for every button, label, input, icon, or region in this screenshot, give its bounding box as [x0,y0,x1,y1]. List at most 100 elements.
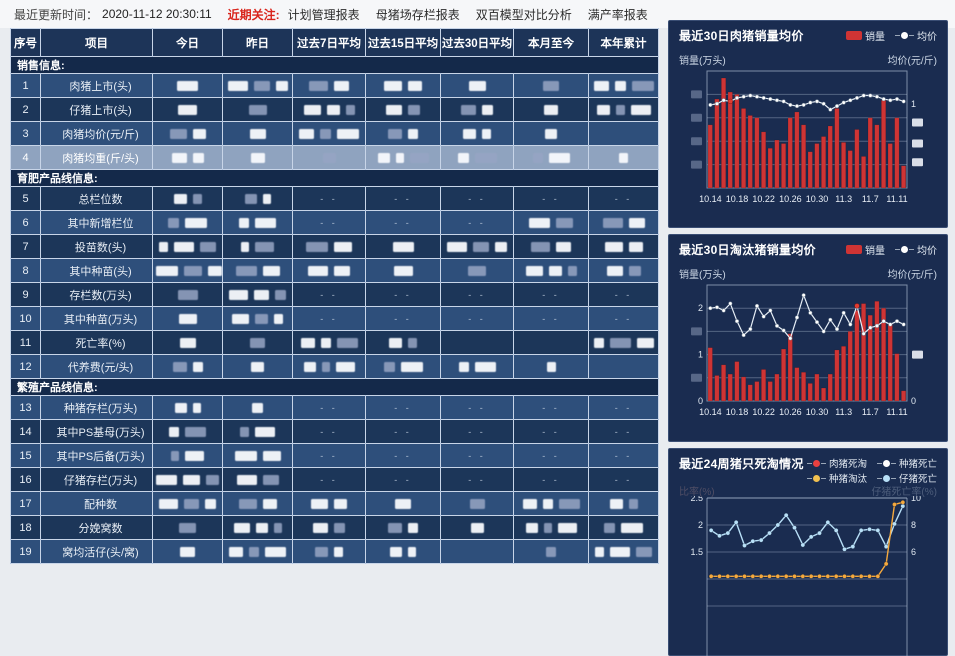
table-row[interactable]: 13 种猪存栏(万头) - - - - - - - - - - [10,395,659,420]
empty-value: - - [614,474,633,485]
redacted-value [236,474,257,485]
redacted-value [604,241,623,252]
redacted-value [183,474,200,485]
svg-text:11.11: 11.11 [886,194,907,204]
table-row[interactable]: 1 肉猪上市(头) [10,73,659,98]
redacted-value [255,313,268,324]
redacted-value [546,546,556,557]
table-cell: - - [588,186,659,211]
item-name: 肉猪均重(斤/头) [40,145,153,170]
table-row[interactable]: 18 分娩窝数 [10,515,659,540]
redacted-value [609,337,631,348]
legend-item-2[interactable]: 均价 [895,242,937,257]
table-cell [513,354,589,379]
table-cell [292,515,366,540]
table-cell [222,330,293,355]
redacted-value [156,265,178,276]
redacted-value [275,289,286,300]
table-cell [152,467,223,492]
table-row[interactable]: 15 其中PS后备(万头) - - - - - - - - - - [10,443,659,468]
row-number: 19 [10,539,41,564]
table-row[interactable]: 17 配种数 [10,491,659,516]
item-name: 配种数 [40,491,153,516]
table-row[interactable]: 19 窝均活仔(头/窝) [10,539,659,564]
legend-item-1[interactable]: 销量 [846,242,885,257]
redacted-value [262,498,277,509]
legend-item-1[interactable]: 肉猪死淘 [806,456,867,470]
axis-labels: 比率(%) 仔猪死亡率(%) [679,483,937,498]
redacted-value [602,217,623,228]
table-cell [513,515,589,540]
section-label: 繁殖产品线信息: [10,378,659,396]
table-cell: - - [440,419,514,444]
table-row[interactable]: 14 其中PS基母(万头) - - - - - - - - - - [10,419,659,444]
redacted-value [392,241,414,252]
report-link-4[interactable]: 满产率报表 [587,7,648,22]
redacted-value [239,217,249,228]
item-name: 其中PS后备(万头) [40,443,153,468]
table-row[interactable]: 8 其中种苗(头) [10,258,659,283]
legend-item-1[interactable]: 销量 [846,28,885,43]
table-row[interactable]: 7 投苗数(头) [10,234,659,259]
empty-value: - - [468,402,486,413]
table-cell: - - [513,306,589,331]
redacted-value [192,152,204,163]
redacted-value [482,104,493,115]
redacted-value [636,546,652,557]
table-row[interactable]: 10 其中种苗(万头) - - - - - - - - - - [10,306,659,331]
item-name: 总栏位数 [40,186,153,211]
svg-text:10.14: 10.14 [699,194,722,204]
legend-item-2[interactable]: 种猪死亡 [876,456,937,470]
redacted-value [255,522,268,533]
redacted-value [548,265,562,276]
column-header: 过去7日平均 [292,28,366,57]
svg-text:10.18: 10.18 [726,194,749,204]
redacted-value [306,241,328,252]
item-name: 肉猪均价(元/斤) [40,121,153,146]
redacted-value [172,361,187,372]
table-cell [440,145,514,170]
legend-label: 均价 [917,32,937,43]
table-cell [588,258,659,283]
redacted-value [377,152,390,163]
topbar: 最近更新时间： 2020-11-12 20:30:11 近期关注: 计划管理报表… [0,0,955,28]
legend-label: 种猪淘汰 [828,474,867,485]
table-row[interactable]: 4 肉猪均重(斤/头) [10,145,659,170]
report-link-2[interactable]: 母猪场存栏报表 [375,7,460,22]
legend-item-3[interactable]: 种猪淘汰 [806,471,867,485]
table-row[interactable]: 6 其中新增栏位 - - - - - - [10,210,659,235]
cull-sales-chart: 10.14 10.18 10.22 10.26 10.30 11.3 11.7 11.11 2 1… [691,284,923,417]
redacted-value [233,522,250,533]
redacted-value [334,498,347,509]
legend-item-4[interactable]: 仔猪死亡 [876,471,937,485]
redacted-value [178,104,197,115]
table-row[interactable]: 11 死亡率(%) [10,330,659,355]
report-link-3[interactable]: 双百模型对比分析 [475,7,572,22]
redacted-value [322,152,336,163]
legend-item-2[interactable]: 均价 [895,28,937,43]
redacted-value [308,265,328,276]
table-cell [292,539,366,564]
item-name: 投苗数(头) [40,234,153,259]
redacted-value [200,241,216,252]
table-row[interactable]: 5 总栏位数 - - - - - - - - - - [10,186,659,211]
redacted-value [303,361,316,372]
table-cell [588,121,659,146]
table-row[interactable]: 16 仔猪存栏(万头) - - - - - - - - - - [10,467,659,492]
table-row[interactable]: 9 存栏数(万头) - - - - - - - - - - [10,282,659,307]
item-name: 肉猪上市(头) [40,73,153,98]
redacted-value [473,241,489,252]
table-cell [588,491,659,516]
report-link-1[interactable]: 计划管理报表 [287,7,360,22]
item-name: 死亡率(%) [40,330,153,355]
table-row[interactable]: 12 代养费(元/头) [10,354,659,379]
redacted-value [630,104,651,115]
mortality-chart: 2.5 2 1.5 10 8 6 [690,496,921,656]
table-row[interactable]: 2 仔猪上市(头) [10,97,659,122]
table-cell [222,210,293,235]
axis-labels: 销量(万头) 均价(元/斤) [679,52,937,67]
table-row[interactable]: 3 肉猪均价(元/斤) [10,121,659,146]
item-name: 其中新增栏位 [40,210,153,235]
table-cell [365,539,441,564]
svg-text:10.22: 10.22 [752,194,775,204]
